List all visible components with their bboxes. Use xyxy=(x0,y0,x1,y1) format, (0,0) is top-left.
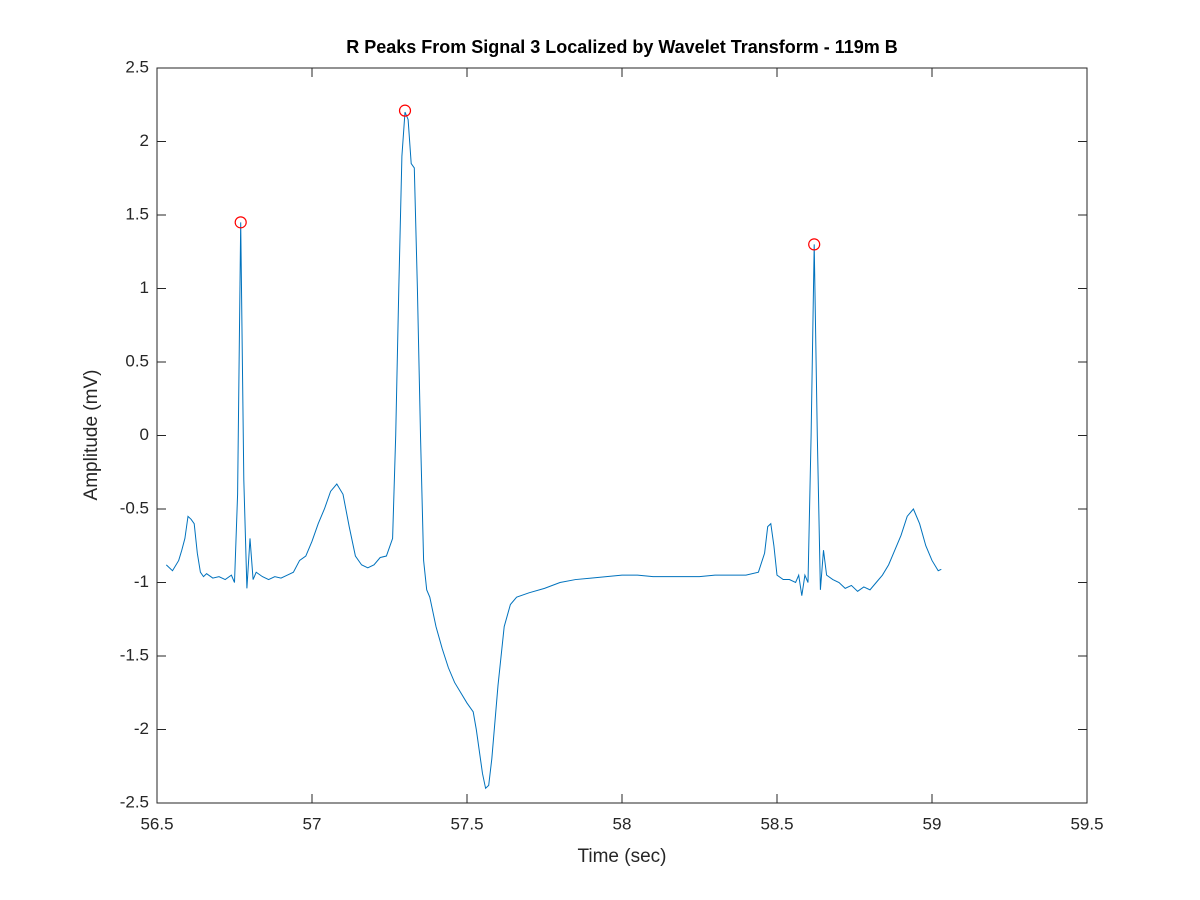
y-tick-label: 1 xyxy=(140,278,149,297)
y-tick-label: 0.5 xyxy=(125,351,149,370)
y-tick-label: -1 xyxy=(134,572,149,591)
y-tick-label: -0.5 xyxy=(120,498,149,517)
y-tick-label: 2 xyxy=(140,131,149,150)
signal-line xyxy=(165,111,942,790)
x-tick-label: 56.5 xyxy=(140,814,173,833)
x-tick-label: 59.5 xyxy=(1070,814,1103,833)
y-tick-label: -1.5 xyxy=(120,645,149,664)
y-tick-label: 1.5 xyxy=(125,204,149,223)
chart-title: R Peaks From Signal 3 Localized by Wavel… xyxy=(346,37,898,57)
x-tick-label: 58 xyxy=(613,814,632,833)
y-tick-label: 2.5 xyxy=(125,57,149,76)
y-tick-label: -2.5 xyxy=(120,792,149,811)
y-tick-label: -2 xyxy=(134,719,149,738)
x-tick-label: 58.5 xyxy=(760,814,793,833)
peak-marker xyxy=(808,238,821,251)
y-tick-label: 0 xyxy=(140,425,149,444)
peak-marker xyxy=(398,104,412,117)
x-tick-label: 57.5 xyxy=(450,814,483,833)
y-axis-label: Amplitude (mV) xyxy=(81,370,102,501)
x-tick-label: 57 xyxy=(303,814,322,833)
peak-marker xyxy=(234,216,247,229)
plot-box xyxy=(156,67,1088,804)
x-axis-label: Time (sec) xyxy=(577,846,666,867)
x-tick-label: 59 xyxy=(923,814,942,833)
